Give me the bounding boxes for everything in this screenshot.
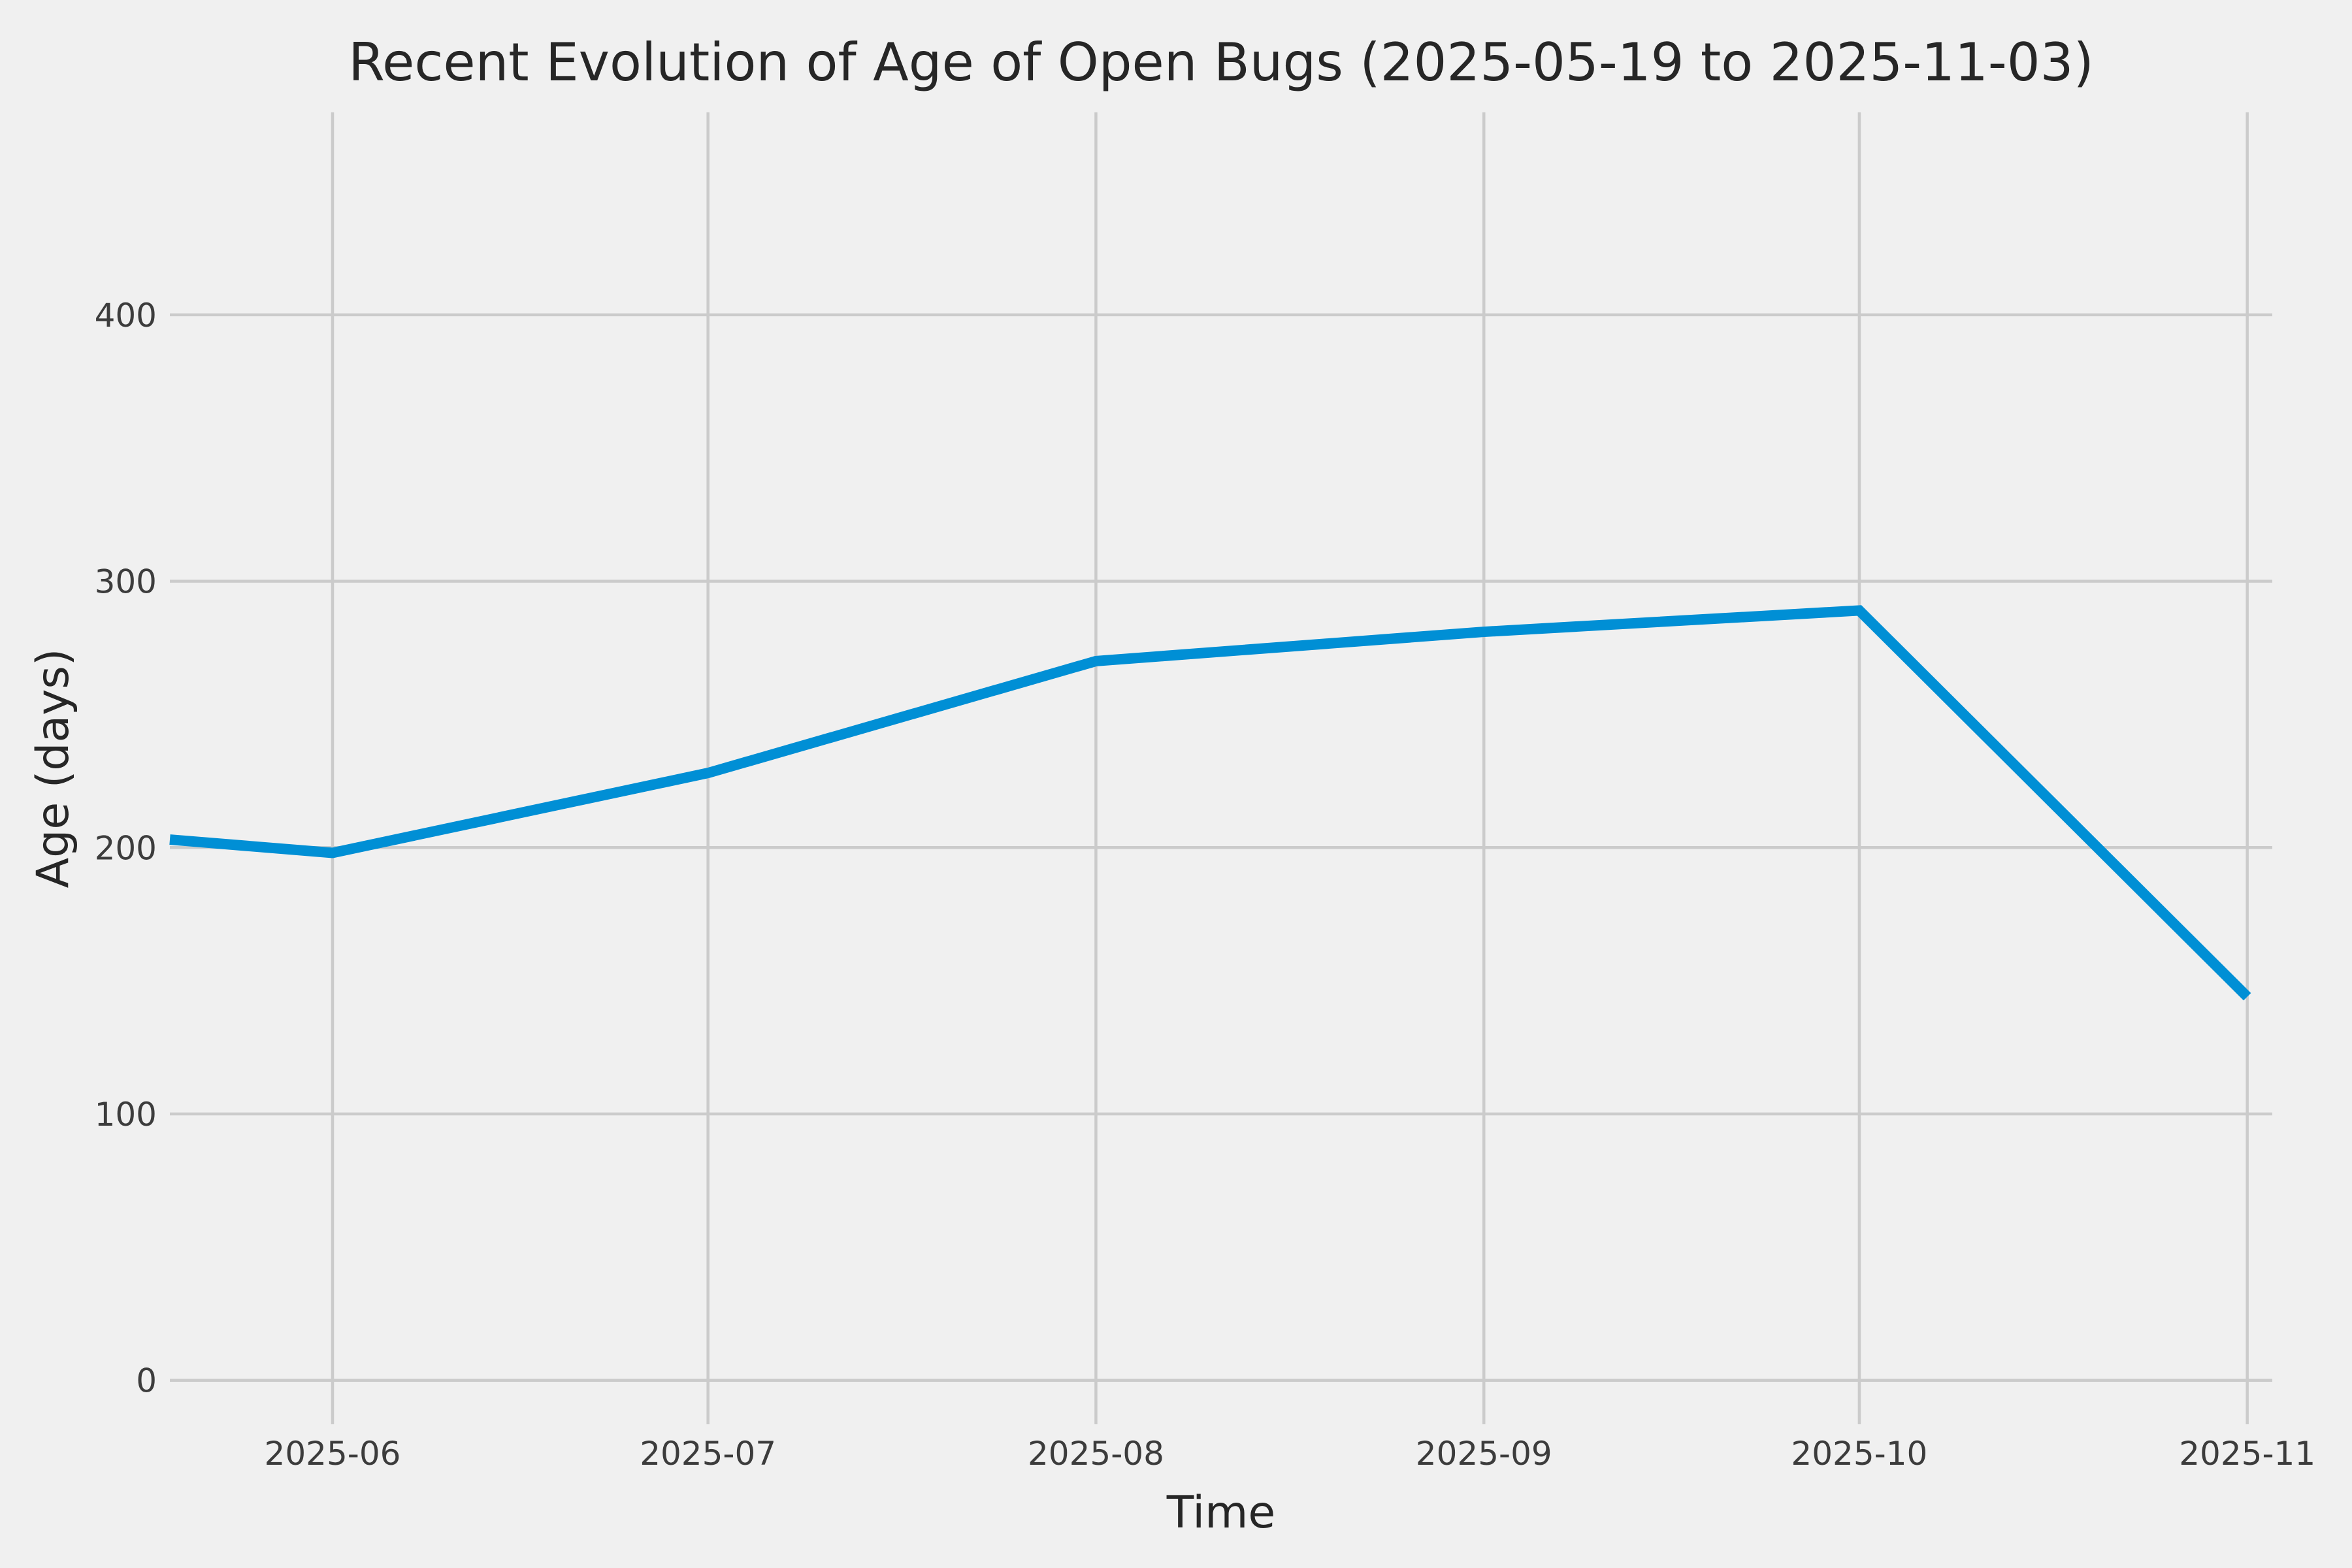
y-tick-labels: 0 100 200 300 400 (95, 297, 157, 1400)
x-tick-labels: 2025-06 2025-07 2025-08 2025-09 2025-10 2025-… (265, 1435, 2316, 1473)
y-tick-label-100: 100 (95, 1096, 157, 1134)
y-tick-label-0: 0 (136, 1362, 157, 1400)
x-tick-label-2025-10: 2025-10 (1791, 1435, 1927, 1473)
age-line-series (169, 605, 2251, 1001)
x-tick-label-2025-09: 2025-09 (1416, 1435, 1552, 1473)
y-tick-label-300: 300 (95, 563, 157, 601)
chart-title: Recent Evolution of Age of Open Bugs (20… (348, 32, 2094, 93)
y-tick-label-400: 400 (95, 297, 157, 335)
x-tick-label-2025-07: 2025-07 (640, 1435, 776, 1473)
vertical-gridlines (331, 112, 2249, 1424)
horizontal-gridlines (170, 313, 2272, 1382)
x-tick-label-2025-08: 2025-08 (1028, 1435, 1164, 1473)
x-tick-label-2025-06: 2025-06 (265, 1435, 401, 1473)
x-axis-label: Time (1166, 1487, 1276, 1539)
x-tick-label-2025-11: 2025-11 (2179, 1435, 2315, 1473)
y-tick-label-200: 200 (95, 829, 157, 867)
